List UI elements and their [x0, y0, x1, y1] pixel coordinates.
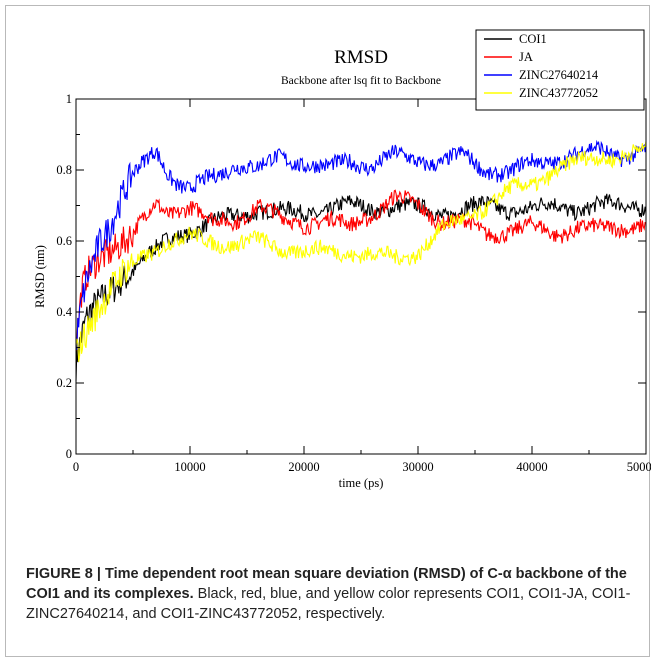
- y-tick-label: 0.4: [56, 305, 72, 319]
- series-line-zinc43772052: [75, 141, 647, 362]
- x-axis-label: time (ps): [339, 476, 384, 490]
- x-tick-label: 10000: [174, 460, 205, 474]
- plot-area-frame: [75, 98, 647, 455]
- y-axis-label: RMSD (nm): [33, 245, 47, 308]
- series-line-ja: [75, 189, 646, 352]
- legend-label-zinc43772052: ZINC43772052: [519, 86, 598, 100]
- y-tick-label: 1: [66, 92, 72, 106]
- y-tick-label: 0.2: [56, 376, 72, 390]
- chart-subtitle: Backbone after lsq fit to Backbone: [281, 75, 441, 87]
- caption-label: FIGURE 8 | Time dependent root mean squa…: [26, 566, 627, 602]
- x-tick-label: 0: [73, 460, 79, 474]
- x-tick-label: 30000: [402, 460, 433, 474]
- y-tick-label: 0.8: [56, 163, 72, 177]
- chart-title: RMSD: [334, 47, 388, 68]
- series-line-zinc27640214: [75, 139, 647, 350]
- legend-label-zinc27640214: ZINC27640214: [519, 68, 599, 82]
- legend-box: [475, 29, 645, 111]
- series-line-coi1: [75, 193, 647, 382]
- caption-text: Black, red, blue, and yellow color repre…: [26, 586, 631, 622]
- y-tick-label: 0: [66, 447, 72, 461]
- rmsd-chart: RMSD Backbone after lsq fit to Backbone 0 1…: [33, 29, 651, 490]
- y-tick-label: 0.6: [56, 234, 72, 248]
- x-tick-label: 40000: [516, 460, 547, 474]
- x-tick-label: 20000: [288, 460, 319, 474]
- legend-label-ja: JA: [519, 50, 533, 64]
- legend-label-coi1: COI1: [519, 32, 547, 46]
- figure-caption: FIGURE 8 | Time dependent root mean squa…: [26, 564, 636, 624]
- figure-frame: RMSD Backbone after lsq fit to Backbone 0 1…: [5, 5, 651, 657]
